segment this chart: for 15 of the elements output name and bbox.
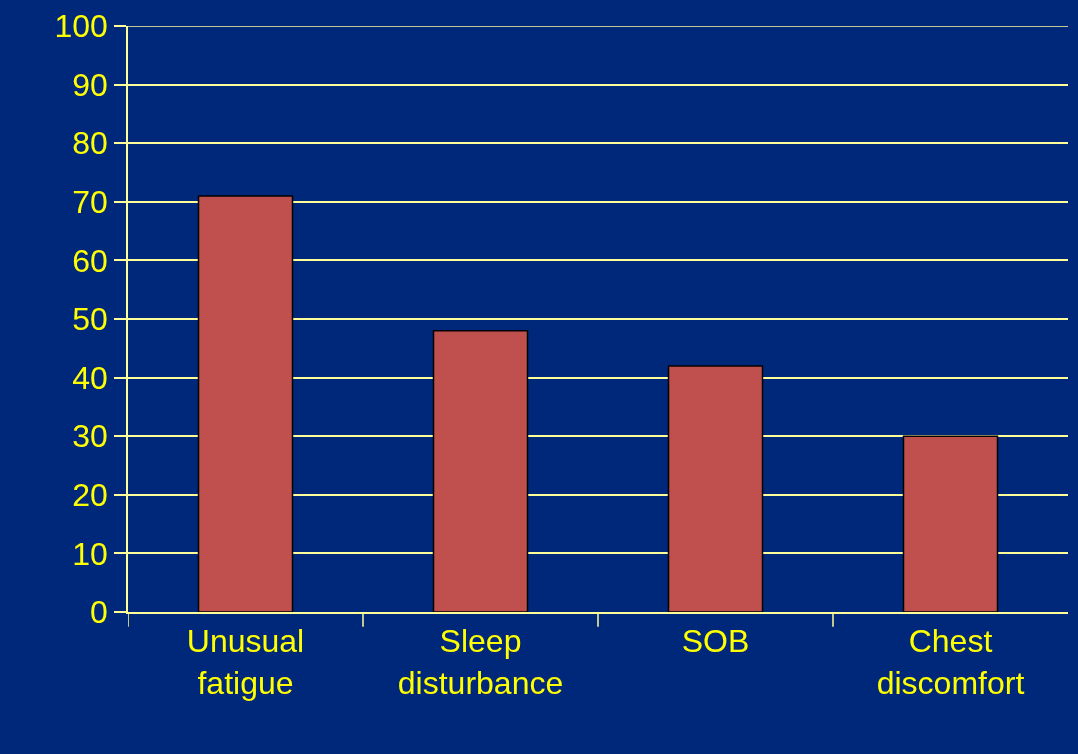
y-tick-label: 10 xyxy=(72,535,108,572)
x-tick-label: Sleep disturbance xyxy=(397,623,564,701)
x-tick-label: Unusual fatigue xyxy=(186,623,305,701)
y-tick-label: 90 xyxy=(72,66,108,103)
x-tick-label: SOB xyxy=(681,623,750,660)
y-tick-label: 70 xyxy=(72,184,108,220)
y-tick-label: 30 xyxy=(72,418,108,455)
y-tick-label: 100 xyxy=(54,8,108,45)
y-tick-label: 20 xyxy=(72,477,108,513)
y-tick-label: 60 xyxy=(72,242,108,279)
y-tick-label: 80 xyxy=(72,125,108,162)
y-tick-label: 50 xyxy=(72,301,108,338)
y-tick-label: 40 xyxy=(72,359,108,396)
y-tick-label: 0 xyxy=(90,594,108,631)
x-tick-label: Chest discomfort xyxy=(876,623,1025,701)
